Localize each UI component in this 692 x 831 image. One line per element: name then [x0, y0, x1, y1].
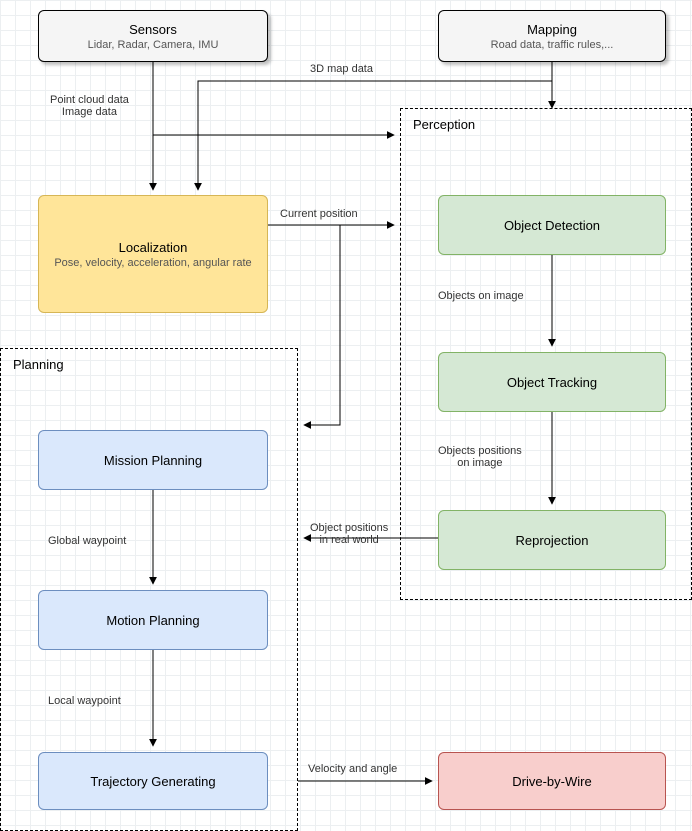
- mission-planning-node: Mission Planning: [38, 430, 268, 490]
- label-objects-on-image: Objects on image: [438, 290, 524, 302]
- localization-node: Localization Pose, velocity, acceleratio…: [38, 195, 268, 313]
- perception-group-label: Perception: [413, 117, 475, 132]
- sensors-title: Sensors: [129, 22, 177, 37]
- reprojection-node: Reprojection: [438, 510, 666, 570]
- label-object-positions-world: Object positions in real world: [310, 522, 388, 546]
- label-point-cloud: Point cloud data Image data: [50, 94, 129, 118]
- reprojection-title: Reprojection: [516, 533, 589, 548]
- object-tracking-title: Object Tracking: [507, 375, 597, 390]
- motion-planning-node: Motion Planning: [38, 590, 268, 650]
- trajectory-title: Trajectory Generating: [90, 774, 215, 789]
- localization-title: Localization: [119, 240, 188, 255]
- object-detection-node: Object Detection: [438, 195, 666, 255]
- mapping-sub: Road data, traffic rules,...: [491, 39, 614, 51]
- object-tracking-node: Object Tracking: [438, 352, 666, 412]
- localization-sub: Pose, velocity, acceleration, angular ra…: [54, 257, 251, 269]
- sensors-sub: Lidar, Radar, Camera, IMU: [88, 39, 219, 51]
- sensors-node: Sensors Lidar, Radar, Camera, IMU: [38, 10, 268, 62]
- label-3d-map-data: 3D map data: [310, 63, 373, 75]
- motion-planning-title: Motion Planning: [106, 613, 199, 628]
- label-local-waypoint: Local waypoint: [48, 695, 121, 707]
- label-velocity-angle: Velocity and angle: [308, 763, 397, 775]
- label-current-position: Current position: [280, 208, 358, 220]
- label-global-waypoint: Global waypoint: [48, 535, 126, 547]
- mission-planning-title: Mission Planning: [104, 453, 202, 468]
- label-objects-positions-image: Objects positions on image: [438, 445, 522, 469]
- mapping-node: Mapping Road data, traffic rules,...: [438, 10, 666, 62]
- object-detection-title: Object Detection: [504, 218, 600, 233]
- drive-by-wire-node: Drive-by-Wire: [438, 752, 666, 810]
- trajectory-node: Trajectory Generating: [38, 752, 268, 810]
- drive-by-wire-title: Drive-by-Wire: [512, 774, 591, 789]
- planning-group-label: Planning: [13, 357, 64, 372]
- mapping-title: Mapping: [527, 22, 577, 37]
